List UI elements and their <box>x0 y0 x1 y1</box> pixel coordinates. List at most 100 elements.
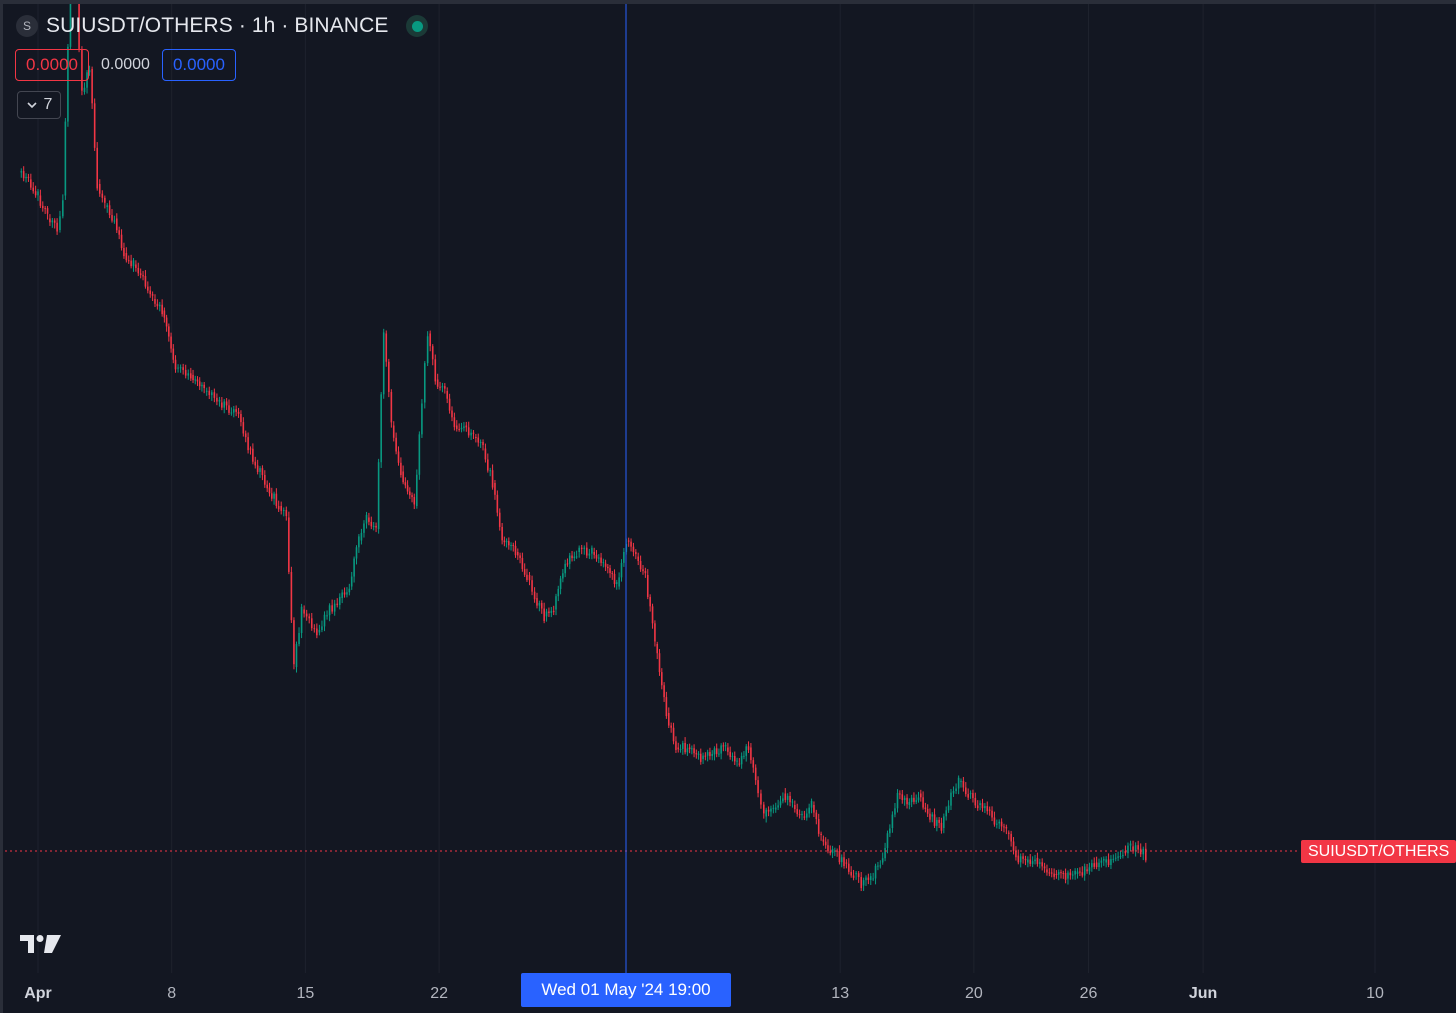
candle-body <box>44 208 46 210</box>
candle-body <box>423 363 426 403</box>
candle-body <box>514 545 517 556</box>
candle-body <box>943 816 945 828</box>
candle-body <box>27 176 30 178</box>
candle-body <box>429 333 431 347</box>
candle-body <box>184 369 187 376</box>
candle-body <box>372 525 375 527</box>
candle-body <box>724 745 727 747</box>
candle-body <box>147 286 149 291</box>
candle-body <box>252 448 254 462</box>
candle-body <box>952 790 955 794</box>
market-status-icon[interactable] <box>406 15 429 37</box>
candle-body <box>597 557 600 559</box>
last-price-label: SUIUSDT/OTHERS <box>1301 840 1456 863</box>
candle-body <box>580 547 583 549</box>
value-blue-box: 0.0000 <box>161 49 236 81</box>
candle-body <box>630 541 632 547</box>
candle-body <box>120 234 123 248</box>
candle-body <box>56 222 58 232</box>
candle-body <box>139 273 142 276</box>
candle-body <box>341 592 343 598</box>
candle-body <box>168 326 170 337</box>
chart-legend[interactable]: S SUIUSDT/OTHERS · 1h · BINANCE <box>16 14 429 38</box>
candle-body <box>165 317 168 327</box>
candle-body <box>1124 851 1127 854</box>
candle-body <box>760 793 762 805</box>
candle-body <box>49 218 51 223</box>
candle-body <box>642 569 644 572</box>
candle-body <box>1007 832 1010 834</box>
symbol-title[interactable]: SUIUSDT/OTHERS · 1h · BINANCE <box>46 14 389 37</box>
candle-body <box>998 821 1001 824</box>
candle-body <box>355 547 358 559</box>
candle-body <box>426 336 429 364</box>
candle-body <box>1038 862 1041 864</box>
candle-body <box>1129 843 1132 846</box>
candle-body <box>172 348 175 360</box>
candle-body <box>988 809 991 811</box>
candle-body <box>722 745 725 747</box>
candle-body <box>62 200 64 217</box>
collapse-indicators-button[interactable]: 7 <box>17 91 61 119</box>
candle-body <box>358 536 360 548</box>
candle-body <box>765 809 767 817</box>
candle-body <box>682 743 684 750</box>
candle-body <box>867 877 870 880</box>
candle-body <box>154 299 156 304</box>
candle-body <box>649 597 651 607</box>
candle-body <box>894 808 896 815</box>
candle-body <box>261 468 264 475</box>
candle-body <box>834 850 836 852</box>
candle-body <box>397 451 400 463</box>
candle-body <box>646 575 649 598</box>
candle-body <box>813 805 815 813</box>
candle-body <box>901 794 904 801</box>
candle-body <box>847 863 850 872</box>
candle-body <box>501 526 503 541</box>
candle-body <box>402 471 404 483</box>
candle-body <box>960 780 962 782</box>
candle-body <box>740 755 743 765</box>
candle-body <box>836 850 838 852</box>
candle-body <box>30 179 32 188</box>
candle-body <box>1076 871 1079 874</box>
candle-body <box>526 574 528 580</box>
candle-body <box>906 797 908 805</box>
candle-body <box>244 433 247 438</box>
candle-body <box>1102 859 1105 861</box>
candle-body <box>411 495 413 498</box>
candle-body <box>266 484 268 489</box>
candle-body <box>639 560 642 570</box>
candle-body <box>831 849 834 854</box>
candle-body <box>1041 862 1043 867</box>
candle-body <box>237 411 240 414</box>
candle-body <box>434 359 437 382</box>
candle-body <box>688 747 691 750</box>
candle-body <box>845 862 848 864</box>
candle-body <box>91 69 93 104</box>
candle-body <box>908 802 911 805</box>
candle-body <box>593 552 595 555</box>
candle-body <box>913 797 915 802</box>
candle-body <box>494 483 496 495</box>
candle-body <box>247 437 249 451</box>
candle-body <box>127 260 130 262</box>
candle-body <box>123 247 125 257</box>
candle-body <box>67 46 69 122</box>
candle-body <box>1000 821 1003 827</box>
tradingview-logo-icon[interactable] <box>20 933 62 955</box>
candle-body <box>321 626 323 630</box>
candle-body <box>409 491 411 496</box>
candle-body <box>782 798 784 802</box>
candle-body <box>627 540 630 542</box>
candle-body <box>400 462 402 476</box>
candle-body <box>313 628 316 630</box>
candle-body <box>1048 872 1051 874</box>
candle-body <box>1010 833 1012 842</box>
candle-body <box>623 551 625 563</box>
candle-body <box>132 260 135 267</box>
candle-body <box>533 591 536 600</box>
candle-body <box>757 780 759 794</box>
